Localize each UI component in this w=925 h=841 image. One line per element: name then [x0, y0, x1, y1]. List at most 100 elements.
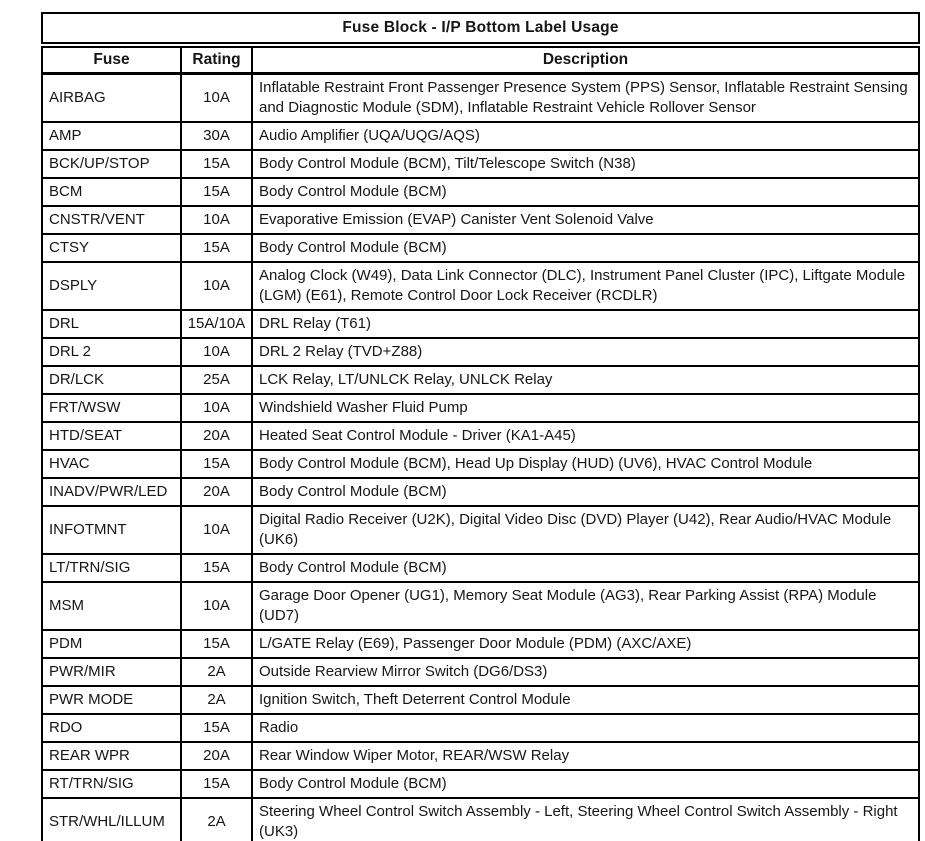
rating-cell: 15A — [180, 177, 253, 207]
column-header-description: Description — [251, 46, 920, 75]
fuse-cell: HVAC — [41, 449, 182, 479]
table-row: CTSY 15A Body Control Module (BCM) — [41, 233, 920, 263]
fuse-cell: CNSTR/VENT — [41, 205, 182, 235]
table-row: DSPLY 10A Analog Clock (W49), Data Link Co… — [41, 261, 920, 311]
description-cell: Inflatable Restraint Front Passenger Pre… — [251, 72, 920, 123]
table-row: REAR WPR 20A Rear Window Wiper Motor, REAR… — [41, 741, 920, 771]
table-row: RT/TRN/SIG 15A Body Control Module (BCM) — [41, 769, 920, 799]
fuse-cell: INFOTMNT — [41, 505, 182, 555]
fuse-cell: PDM — [41, 629, 182, 659]
table-row: RDO 15A Radio — [41, 713, 920, 743]
table-row: BCK/UP/STOP 15A Body Control Module (BCM),… — [41, 149, 920, 179]
description-cell: Analog Clock (W49), Data Link Connector … — [251, 261, 920, 311]
table-row: PDM 15A L/GATE Relay (E69), Passenger Door… — [41, 629, 920, 659]
fuse-cell: HTD/SEAT — [41, 421, 182, 451]
rating-cell: 20A — [180, 421, 253, 451]
rating-cell: 20A — [180, 477, 253, 507]
rating-cell: 10A — [180, 72, 253, 123]
description-cell: Rear Window Wiper Motor, REAR/WSW Relay — [251, 741, 920, 771]
rating-cell: 15A — [180, 149, 253, 179]
rating-cell: 15A — [180, 629, 253, 659]
rating-cell: 2A — [180, 657, 253, 687]
description-cell: Outside Rearview Mirror Switch (DG6/DS3) — [251, 657, 920, 687]
fuse-cell: CTSY — [41, 233, 182, 263]
description-cell: Body Control Module (BCM) — [251, 233, 920, 263]
table-row: PWR/MIR 2A Outside Rearview Mirror Switch … — [41, 657, 920, 687]
fuse-cell: DSPLY — [41, 261, 182, 311]
table-row: HVAC 15A Body Control Module (BCM), Head U… — [41, 449, 920, 479]
description-cell: Body Control Module (BCM) — [251, 177, 920, 207]
table-row: STR/WHL/ILLUM 2A Steering Wheel Control Sw… — [41, 797, 920, 841]
description-cell: Body Control Module (BCM) — [251, 477, 920, 507]
fuse-block-table: Fuse Block - I/P Bottom Label Usage Fuse… — [41, 12, 920, 841]
rating-cell: 10A — [180, 393, 253, 423]
description-cell: Body Control Module (BCM), Head Up Displ… — [251, 449, 920, 479]
description-cell: Body Control Module (BCM), Tilt/Telescop… — [251, 149, 920, 179]
fuse-cell: PWR MODE — [41, 685, 182, 715]
description-cell: Heated Seat Control Module - Driver (KA1… — [251, 421, 920, 451]
description-cell: Garage Door Opener (UG1), Memory Seat Mo… — [251, 581, 920, 631]
fuse-cell: DRL 2 — [41, 337, 182, 367]
fuse-cell: AIRBAG — [41, 72, 182, 123]
fuse-cell: RT/TRN/SIG — [41, 769, 182, 799]
table-row: INFOTMNT 10A Digital Radio Receiver (U2K),… — [41, 505, 920, 555]
rating-cell: 10A — [180, 505, 253, 555]
column-header-fuse: Fuse — [41, 46, 182, 75]
rating-cell: 30A — [180, 121, 253, 151]
description-cell: DRL 2 Relay (TVD+Z88) — [251, 337, 920, 367]
description-cell: LCK Relay, LT/UNLCK Relay, UNLCK Relay — [251, 365, 920, 395]
rating-cell: 15A — [180, 449, 253, 479]
rating-cell: 20A — [180, 741, 253, 771]
description-cell: Digital Radio Receiver (U2K), Digital Vi… — [251, 505, 920, 555]
description-cell: Ignition Switch, Theft Deterrent Control… — [251, 685, 920, 715]
description-cell: Steering Wheel Control Switch Assembly -… — [251, 797, 920, 841]
description-cell: Body Control Module (BCM) — [251, 769, 920, 799]
table-row: INADV/PWR/LED 20A Body Control Module (BCM… — [41, 477, 920, 507]
description-cell: Radio — [251, 713, 920, 743]
fuse-cell: REAR WPR — [41, 741, 182, 771]
table-row: HTD/SEAT 20A Heated Seat Control Module - … — [41, 421, 920, 451]
column-header-rating: Rating — [180, 46, 253, 75]
rating-cell: 15A — [180, 233, 253, 263]
fuse-cell: DR/LCK — [41, 365, 182, 395]
fuse-table: Fuse Rating Description AIRBAG 10A Inflata… — [41, 46, 920, 841]
table-row: MSM 10A Garage Door Opener (UG1), Memory S… — [41, 581, 920, 631]
rating-cell: 15A — [180, 553, 253, 583]
fuse-cell: STR/WHL/ILLUM — [41, 797, 182, 841]
description-cell: Evaporative Emission (EVAP) Canister Ven… — [251, 205, 920, 235]
fuse-cell: INADV/PWR/LED — [41, 477, 182, 507]
header-row: Fuse Rating Description — [41, 46, 920, 75]
table-row: PWR MODE 2A Ignition Switch, Theft Deterre… — [41, 685, 920, 715]
rating-cell: 25A — [180, 365, 253, 395]
table-title: Fuse Block - I/P Bottom Label Usage — [41, 12, 920, 44]
table-row: FRT/WSW 10A Windshield Washer Fluid Pump — [41, 393, 920, 423]
fuse-cell: LT/TRN/SIG — [41, 553, 182, 583]
rating-cell: 2A — [180, 685, 253, 715]
table-row: BCM 15A Body Control Module (BCM) — [41, 177, 920, 207]
fuse-table-body: AIRBAG 10A Inflatable Restraint Front Pass… — [41, 72, 920, 841]
fuse-table-header: Fuse Rating Description — [41, 46, 920, 75]
fuse-cell: AMP — [41, 121, 182, 151]
description-cell: Windshield Washer Fluid Pump — [251, 393, 920, 423]
description-cell: Audio Amplifier (UQA/UQG/AQS) — [251, 121, 920, 151]
rating-cell: 10A — [180, 261, 253, 311]
description-cell: L/GATE Relay (E69), Passenger Door Modul… — [251, 629, 920, 659]
rating-cell: 15A — [180, 769, 253, 799]
rating-cell: 15A/10A — [180, 309, 253, 339]
table-row: DRL 15A/10A DRL Relay (T61) — [41, 309, 920, 339]
rating-cell: 10A — [180, 205, 253, 235]
description-cell: Body Control Module (BCM) — [251, 553, 920, 583]
fuse-cell: BCK/UP/STOP — [41, 149, 182, 179]
fuse-cell: MSM — [41, 581, 182, 631]
table-row: DR/LCK 25A LCK Relay, LT/UNLCK Relay, UNLC… — [41, 365, 920, 395]
fuse-cell: DRL — [41, 309, 182, 339]
table-row: DRL 2 10A DRL 2 Relay (TVD+Z88) — [41, 337, 920, 367]
fuse-cell: RDO — [41, 713, 182, 743]
description-cell: DRL Relay (T61) — [251, 309, 920, 339]
rating-cell: 10A — [180, 337, 253, 367]
fuse-cell: PWR/MIR — [41, 657, 182, 687]
table-row: LT/TRN/SIG 15A Body Control Module (BCM) — [41, 553, 920, 583]
fuse-cell: BCM — [41, 177, 182, 207]
fuse-cell: FRT/WSW — [41, 393, 182, 423]
